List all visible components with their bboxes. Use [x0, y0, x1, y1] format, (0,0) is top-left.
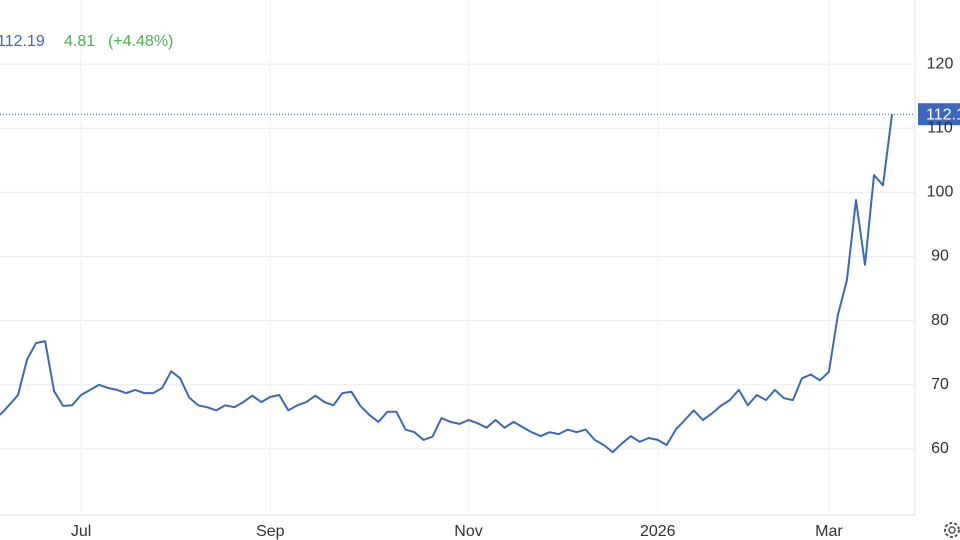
header-change-percent: (+4.48%): [108, 33, 173, 50]
x-tick-label: Mar: [815, 523, 843, 540]
settings-icon[interactable]: [944, 522, 960, 538]
y-tick-label: 100: [927, 184, 954, 201]
price-line: [0, 114, 893, 454]
x-tick-label: Jul: [71, 523, 91, 540]
header-change: 4.81: [64, 33, 95, 50]
x-tick-label: Nov: [454, 523, 482, 540]
y-tick-label: 70: [931, 376, 949, 393]
header-price: 112.19: [0, 33, 45, 50]
grid: [0, 0, 915, 513]
y-tick-label: 60: [931, 440, 949, 457]
x-tick-label: 2026: [640, 523, 676, 540]
y-tick-label: 120: [927, 55, 954, 72]
plot: 112.19: [0, 103, 960, 454]
y-tick-label: 90: [931, 248, 949, 265]
last-price-label: 112.19: [926, 106, 960, 123]
x-tick-label: Sep: [256, 523, 285, 540]
y-tick-label: 110: [927, 119, 953, 136]
y-tick-label: 80: [931, 312, 949, 329]
last-price-box: [918, 103, 960, 126]
